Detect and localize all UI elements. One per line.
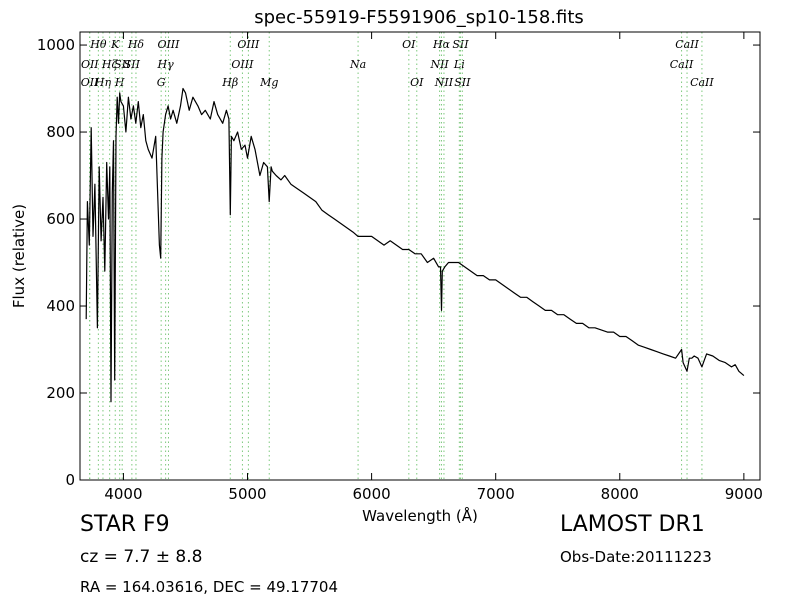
- marker-label-14: OIII: [231, 58, 254, 71]
- marker-label-2: Hθ: [89, 38, 107, 51]
- marker-label-11: Hγ: [157, 58, 175, 71]
- marker-label-24: SII: [452, 38, 469, 51]
- marker-label-8: SII: [124, 58, 141, 71]
- marker-label-23: Li: [453, 58, 465, 71]
- x-tick-label-1: 5000: [228, 485, 266, 503]
- marker-label-3: Hη: [94, 76, 112, 89]
- x-axis-label: Wavelength (Å): [362, 506, 478, 525]
- y-tick-label-3: 600: [46, 210, 75, 228]
- marker-label-9: Hδ: [127, 38, 145, 51]
- marker-label-16: Mg: [259, 76, 278, 89]
- x-tick-label-3: 7000: [477, 485, 515, 503]
- x-tick-label-4: 8000: [601, 485, 639, 503]
- marker-label-19: OI: [410, 76, 424, 89]
- x-tick-label-2: 6000: [353, 485, 391, 503]
- y-tick-label-5: 1000: [37, 36, 75, 54]
- marker-label-22: NII: [434, 76, 454, 89]
- y-tick-label-1: 200: [46, 384, 75, 402]
- x-tick-label-0: 4000: [104, 485, 142, 503]
- y-tick-label-2: 400: [46, 297, 75, 315]
- y-tick-label-0: 0: [65, 471, 75, 489]
- spectrum-plot: [85, 87, 745, 403]
- marker-label-6: H: [114, 76, 125, 89]
- chart-title: spec-55919-F5591906_sp10-158.fits: [254, 7, 584, 28]
- object-class: STAR F9: [80, 512, 170, 537]
- marker-label-27: CaII: [675, 38, 699, 51]
- plot-frame: [79, 31, 761, 481]
- spectral-line-markers: OIIOIIHθHηHζKHSIISIIHδGHγOIIIHβOIIIOIIIM…: [81, 32, 714, 480]
- marker-label-4: Hζ: [101, 58, 119, 71]
- sky-coordinates: RA = 164.03616, DEC = 49.17704: [80, 578, 339, 596]
- marker-label-10: G: [157, 76, 166, 89]
- survey-name: LAMOST DR1: [560, 512, 705, 537]
- marker-label-15: OIII: [237, 38, 260, 51]
- axes: 4000 5000 6000 7000 8000 9000 0 200 400 600 800 100…: [37, 32, 763, 503]
- spectrum-line: [85, 87, 745, 403]
- redshift-value: cz = 7.7 ± 8.8: [80, 547, 203, 567]
- marker-label-13: Hβ: [221, 76, 238, 89]
- marker-label-1: OII: [81, 58, 99, 71]
- marker-label-21: Hα: [432, 38, 451, 51]
- marker-label-18: OI: [402, 38, 416, 51]
- marker-label-17: Na: [349, 58, 366, 71]
- y-tick-label-4: 800: [46, 123, 75, 141]
- marker-label-28: CaII: [690, 76, 714, 89]
- marker-label-7: SII: [114, 58, 131, 71]
- marker-label-26: CaII: [670, 58, 694, 71]
- observation-date: Obs-Date:20111223: [560, 548, 712, 566]
- marker-label-25: SII: [454, 76, 471, 89]
- marker-label-5: K: [110, 38, 120, 51]
- marker-label-12: OIII: [157, 38, 180, 51]
- y-axis-label: Flux (relative): [10, 204, 28, 308]
- x-tick-label-5: 9000: [725, 485, 763, 503]
- marker-label-20: NII: [429, 58, 449, 71]
